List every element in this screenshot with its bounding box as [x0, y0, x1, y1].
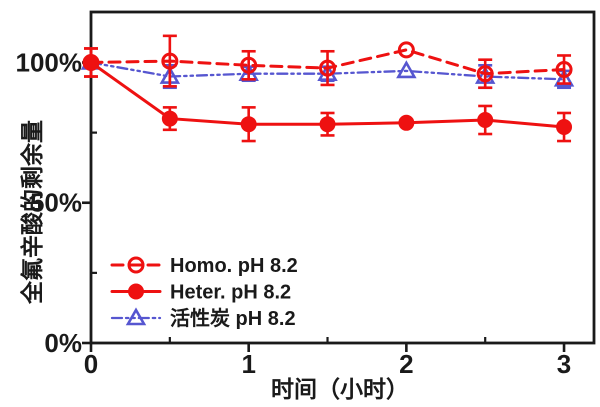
open-circle-marker — [240, 56, 258, 74]
open-triangle-marker — [553, 68, 575, 87]
open-circle-marker — [161, 52, 179, 70]
open-circle-marker — [555, 61, 573, 79]
x-axis-title: 时间（小时） — [271, 376, 409, 402]
open-triangle-marker — [396, 60, 417, 79]
x-tick-label: 1 — [241, 349, 255, 379]
series-filled-circle — [83, 47, 573, 143]
series-line — [89, 48, 566, 76]
open-circle-marker — [127, 256, 145, 274]
filled-circle-marker — [240, 116, 257, 133]
error-bar — [241, 49, 256, 81]
filled-circle-marker — [128, 283, 144, 300]
x-tick-label: 3 — [557, 349, 571, 379]
open-triangle-marker — [125, 307, 147, 326]
open-circle-marker — [397, 41, 415, 59]
filled-circle-marker — [161, 110, 178, 127]
x-tick-label: 2 — [399, 349, 413, 379]
y-tick-label: 100% — [16, 47, 83, 77]
legend-label: Homo. pH 8.2 — [170, 255, 298, 277]
axes-box — [89, 10, 596, 345]
tick-labels: 0 1 2 3 0% 50% 100% — [16, 47, 572, 379]
filled-circle-marker — [83, 54, 99, 71]
filled-circle-marker — [477, 111, 494, 128]
open-circle-marker — [476, 65, 494, 83]
legend-label: Heter. pH 8.2 — [170, 282, 291, 304]
legend-item: Heter. pH 8.2 — [110, 282, 291, 304]
filled-circle-marker — [398, 114, 415, 131]
legend-item: 活性炭 pH 8.2 — [110, 307, 296, 330]
data-series — [80, 34, 575, 143]
plot-frame — [89, 10, 596, 345]
legend-label: 活性炭 pH 8.2 — [170, 307, 296, 330]
filled-circle-marker — [556, 119, 573, 136]
series-open-circle — [82, 34, 573, 90]
legend-item: Homo. pH 8.2 — [110, 255, 298, 277]
x-tick-label: 0 — [84, 349, 98, 379]
filled-circle-marker — [319, 116, 336, 133]
y-axis-title: 全氟辛酸的剩余量 — [19, 120, 45, 305]
y-tick-label: 0% — [44, 328, 82, 358]
open-circle-marker — [319, 59, 337, 77]
y-tick-label: 50% — [30, 188, 82, 218]
chart-legend: Homo. pH 8.2 Heter. pH 8.2 活性炭 pH 8.2 — [110, 255, 298, 330]
